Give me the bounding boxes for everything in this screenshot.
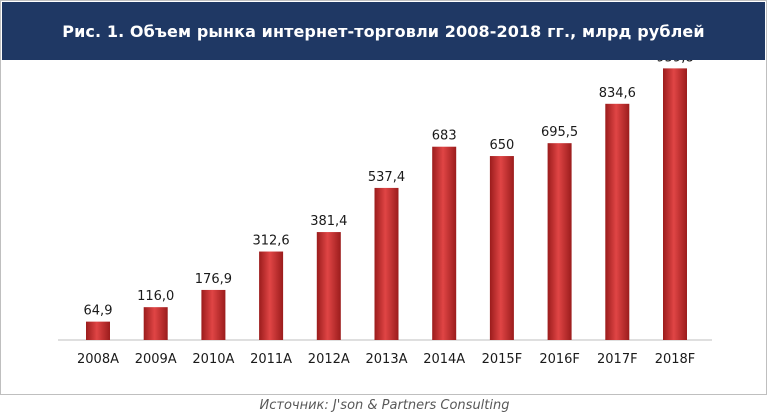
category-label: 2011A — [250, 352, 292, 367]
category-label: 2014A — [423, 352, 465, 367]
category-label: 2015F — [482, 352, 523, 367]
value-label: 176,9 — [195, 272, 232, 287]
chart-title: Рис. 1. Объем рынка интернет-торговли 20… — [62, 21, 705, 41]
bar-2015F — [489, 156, 514, 340]
bar-2009A — [143, 307, 168, 340]
value-label: 64,9 — [84, 304, 113, 319]
category-label: 2013A — [366, 352, 408, 367]
value-label: 537,4 — [368, 170, 405, 185]
bar-2010A — [201, 289, 226, 340]
value-label: 695,5 — [541, 125, 578, 140]
bar-2012A — [316, 232, 341, 340]
bar-2016F — [547, 143, 572, 340]
category-label: 2009A — [135, 352, 177, 367]
value-label: 834,6 — [599, 86, 636, 101]
bar-2014A — [432, 146, 457, 340]
category-label: 2016F — [539, 352, 580, 367]
bar-chart: 64,9 116,0 176,9 312,6 381,4 537,4 683 650 695,5… — [58, 60, 712, 367]
value-label: 650 — [489, 138, 514, 153]
value-label: 312,6 — [252, 234, 289, 249]
category-label: 2012A — [308, 352, 350, 367]
bar-2013A — [374, 187, 399, 340]
value-label: 683 — [432, 129, 457, 144]
category-label: 2008A — [77, 352, 119, 367]
category-label: 2010A — [192, 352, 234, 367]
value-label: 381,4 — [310, 214, 347, 229]
value-label: 959,8 — [656, 60, 693, 65]
category-label: 2017F — [597, 352, 638, 367]
category-label: 2018F — [655, 352, 696, 367]
chart-header: Рис. 1. Объем рынка интернет-торговли 20… — [2, 2, 765, 60]
bar-2017F — [605, 103, 630, 340]
bar-2011A — [259, 251, 284, 340]
bar-2008A — [86, 321, 110, 340]
source-note: Источник: J'son & Partners Consulting — [259, 398, 510, 413]
value-label: 116,0 — [137, 289, 174, 304]
bar-2018F — [663, 68, 687, 341]
